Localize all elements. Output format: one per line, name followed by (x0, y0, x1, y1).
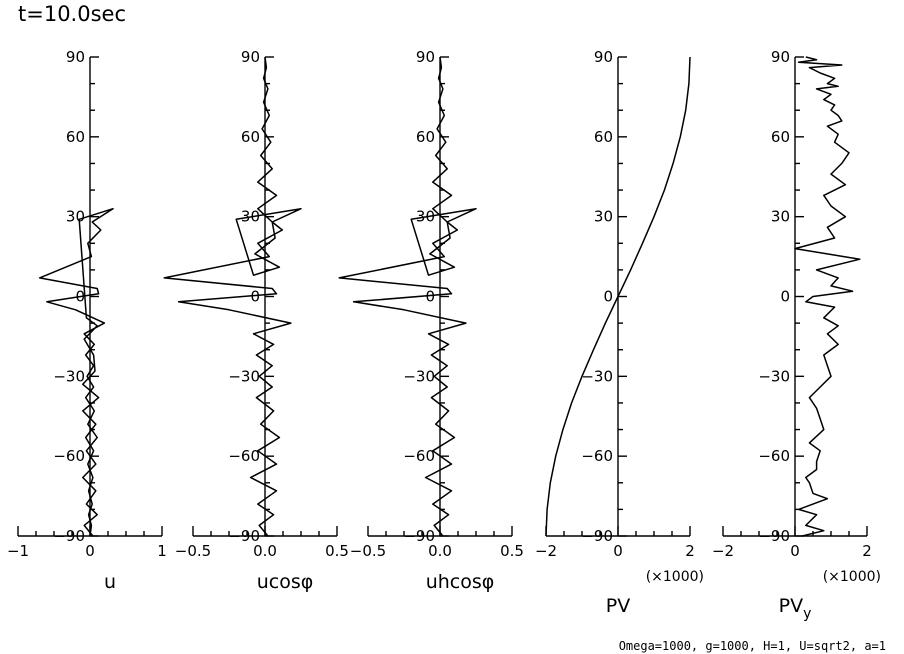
x-tick-label: 1 (157, 542, 167, 560)
y-tick-label: −90 (53, 527, 85, 545)
x-tick-label: −1 (7, 542, 29, 560)
x-axis-label-main: PV (779, 595, 803, 617)
y-tick-label: −60 (228, 447, 260, 465)
y-tick-label: 30 (771, 208, 790, 226)
y-tick-label: −90 (758, 527, 790, 545)
x-tick-label: −0.5 (350, 542, 386, 560)
y-tick-label: 90 (594, 48, 613, 66)
series-line-1 (163, 56, 302, 537)
y-tick-label: 30 (594, 208, 613, 226)
y-tick-label: 30 (66, 208, 85, 226)
y-tick-label: −30 (53, 367, 85, 385)
y-tick-label: −30 (228, 367, 260, 385)
x-tick-label: 0 (613, 542, 623, 560)
series-line-1 (338, 56, 477, 537)
y-tick-label: 60 (416, 128, 435, 146)
x-tick-label: 0 (85, 542, 95, 560)
panels: −1 0 1 −90 −60 −30 0 30 60 90 u −0.5 0.0 0.5 −90 −60 −30… (7, 48, 881, 622)
y-tick-label: −30 (581, 367, 613, 385)
x-tick-label: −2 (712, 542, 734, 560)
y-tick-label: −60 (581, 447, 613, 465)
y-tick-label: 90 (241, 48, 260, 66)
series-line-1 (794, 56, 861, 537)
y-tick-label: −90 (228, 527, 260, 545)
y-tick-label: −60 (758, 447, 790, 465)
x-tick-label: 0 (790, 542, 800, 560)
y-tick-label: 0 (780, 288, 790, 306)
x-tick-label: 0.0 (428, 542, 452, 560)
y-tick-label: 90 (66, 48, 85, 66)
y-tick-label: −60 (403, 447, 435, 465)
x-axis-label: PV (606, 595, 630, 617)
y-tick-label: 0 (250, 288, 260, 306)
footer-note: Omega=1000, g=1000, H=1, U=sqrt2, a=1 (619, 639, 886, 653)
x-multiplier-label: (×1000) (823, 569, 881, 585)
y-tick-label: −60 (53, 447, 85, 465)
y-tick-label: 0 (603, 288, 613, 306)
x-axis-label: ucosφ (257, 571, 314, 593)
x-axis-label-main: PV (606, 595, 630, 617)
y-tick-label: 60 (594, 128, 613, 146)
series-line-1 (38, 207, 114, 537)
x-tick-label: 2 (862, 542, 872, 560)
y-tick-label: 60 (66, 128, 85, 146)
y-tick-label: −90 (581, 527, 613, 545)
x-tick-label: −2 (535, 542, 557, 560)
chart-panel-4: −2 0 2 −90 −60 −30 0 30 60 90 (×1000) PV (535, 48, 704, 617)
chart-panel-5: −2 0 2 −90 −60 −30 0 30 60 90 (×1000) PVy (712, 48, 881, 622)
x-tick-label: 0.5 (500, 542, 524, 560)
y-tick-label: 60 (771, 128, 790, 146)
x-axis-label-main: ucosφ (257, 571, 314, 593)
y-tick-label: −90 (403, 527, 435, 545)
x-tick-label: 0.0 (253, 542, 277, 560)
y-tick-label: 0 (425, 288, 435, 306)
y-tick-label: 90 (416, 48, 435, 66)
x-axis-label: PVy (779, 595, 812, 622)
x-axis-label: u (104, 571, 116, 593)
series-line-1 (545, 56, 691, 537)
x-tick-label: −0.5 (175, 542, 211, 560)
figure-title: t=10.0sec (18, 2, 126, 26)
y-tick-label: 60 (241, 128, 260, 146)
x-multiplier-label: (×1000) (646, 569, 704, 585)
y-tick-label: 90 (771, 48, 790, 66)
x-axis-label-main: uhcosφ (426, 571, 495, 593)
x-tick-label: 2 (685, 542, 695, 560)
x-axis-label: uhcosφ (426, 571, 495, 593)
x-axis-label-main: u (104, 571, 116, 593)
x-tick-label: 0.5 (325, 542, 349, 560)
x-axis-label-subscript: y (803, 606, 811, 622)
y-tick-label: −30 (403, 367, 435, 385)
y-tick-label: −30 (758, 367, 790, 385)
